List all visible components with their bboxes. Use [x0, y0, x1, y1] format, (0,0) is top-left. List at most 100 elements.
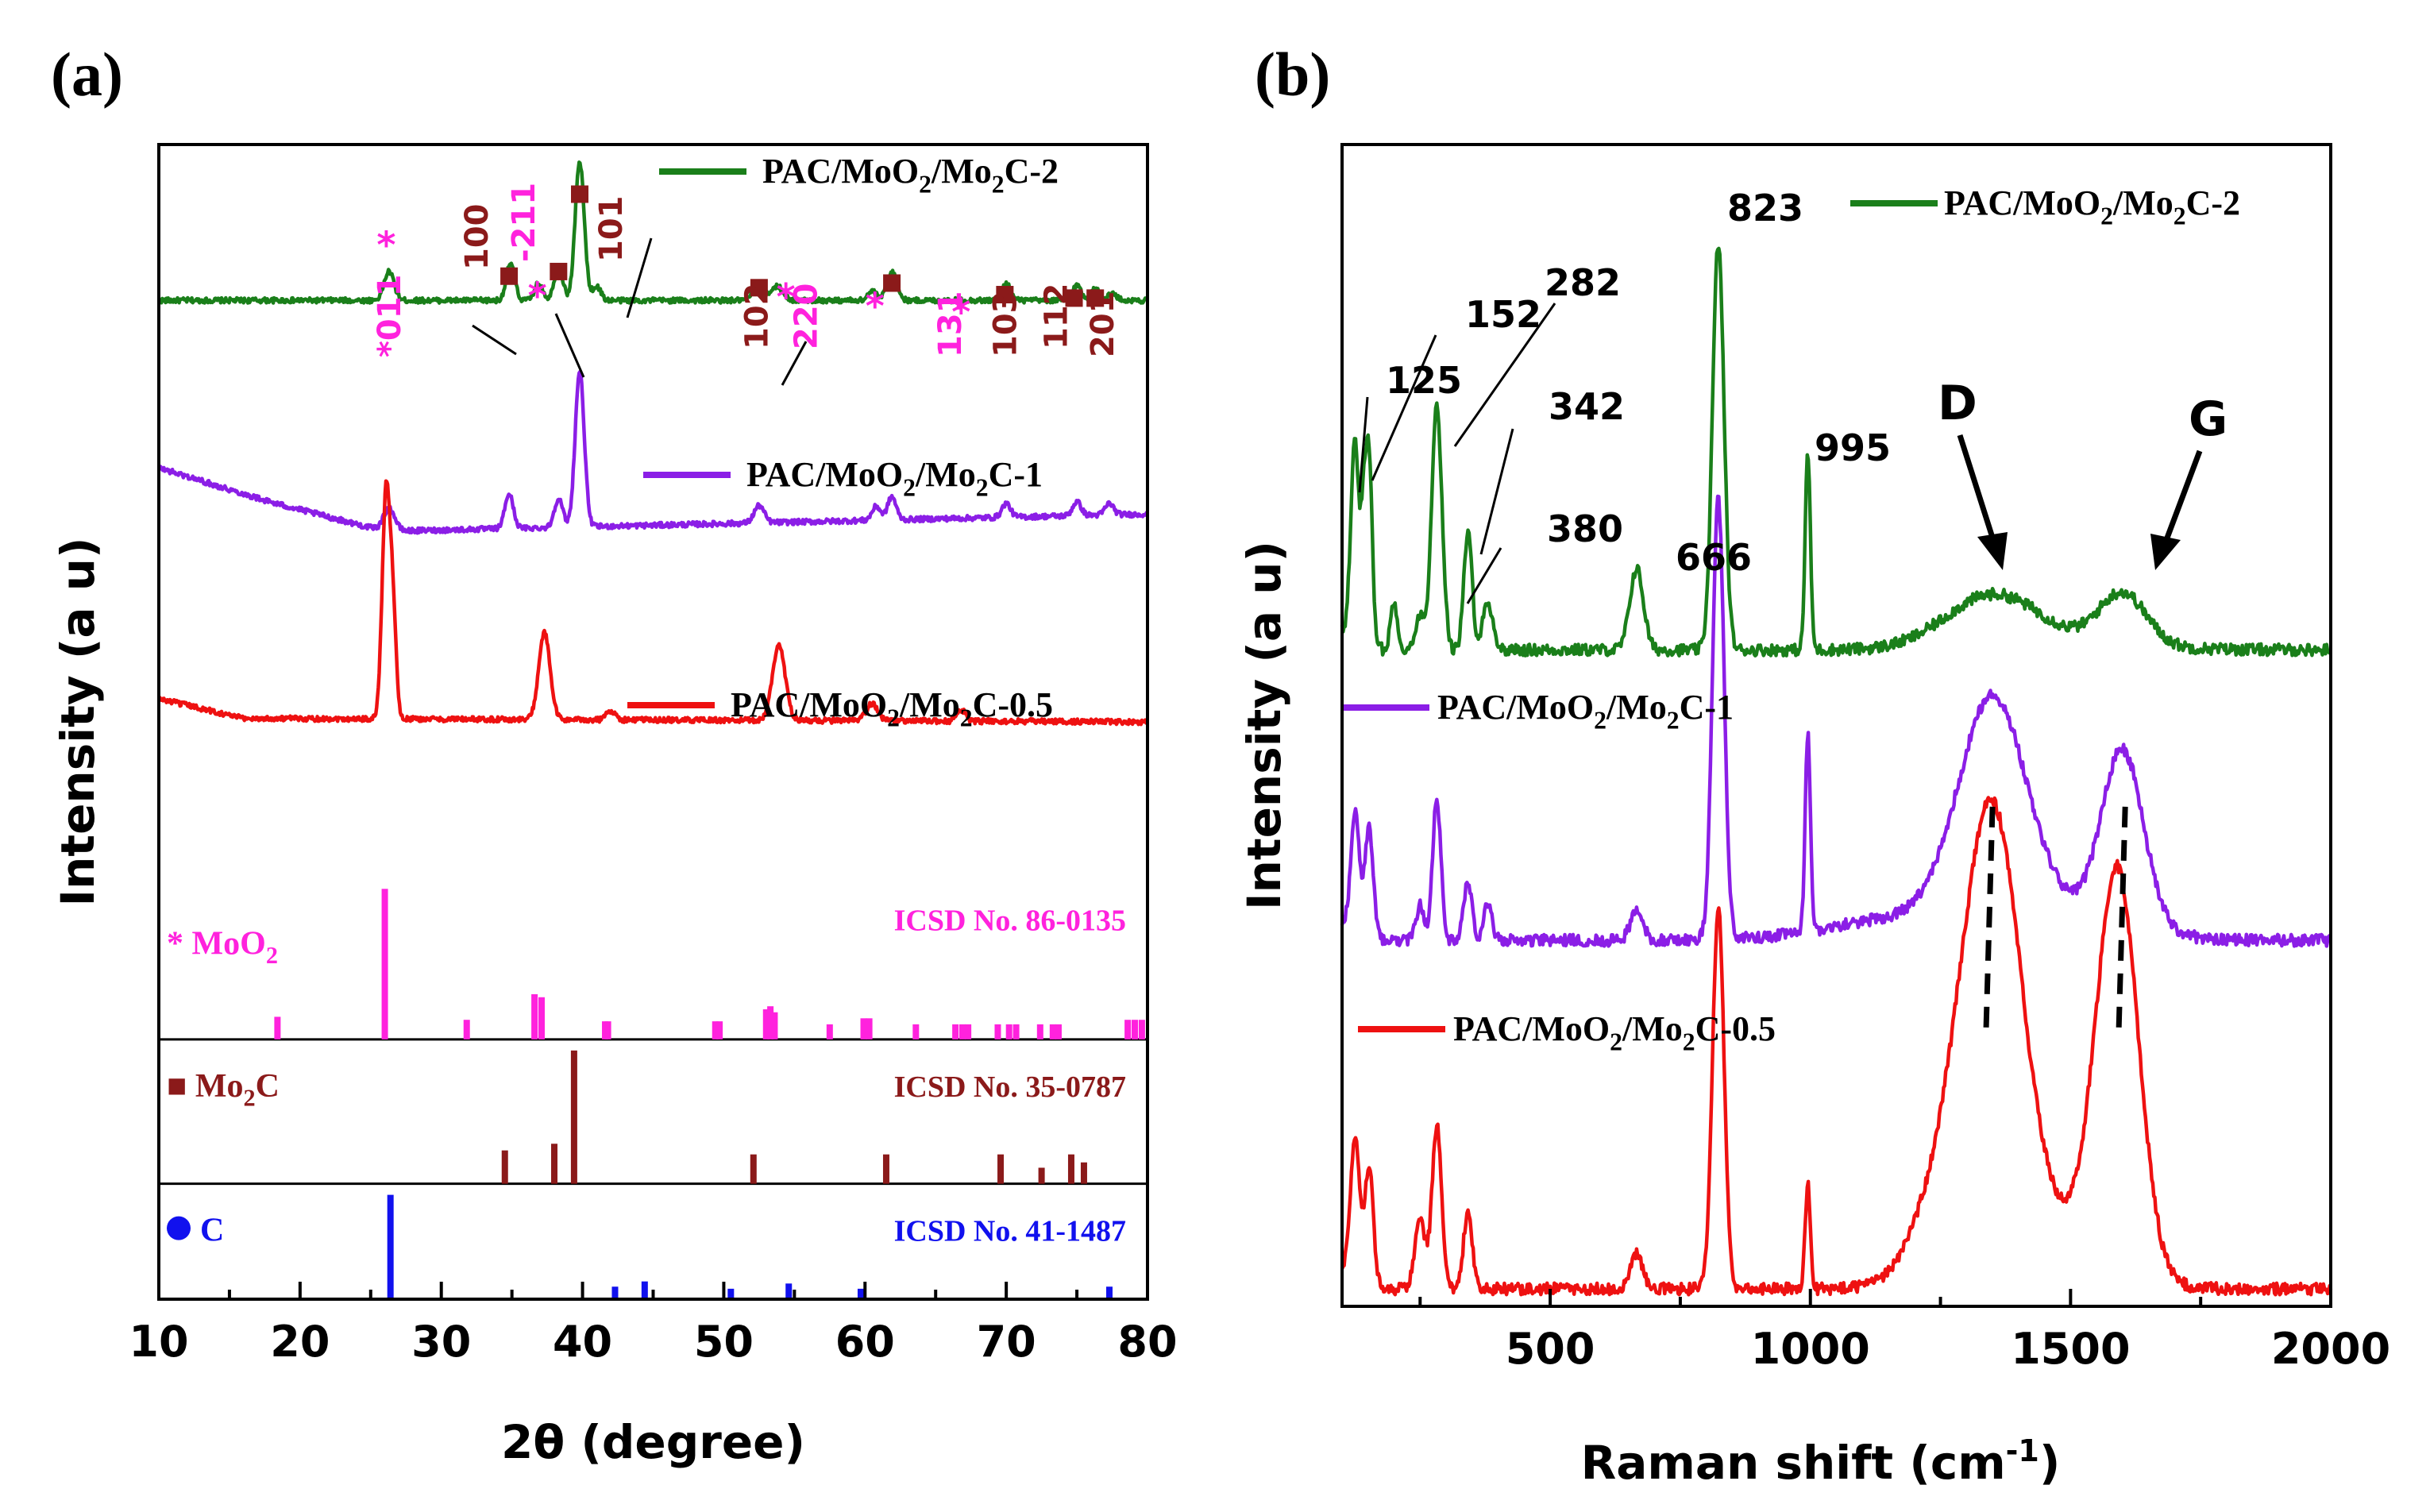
panel-a-reference-stick [611, 1286, 619, 1299]
panel-a-annotation-arrow [554, 313, 585, 378]
panel-a-hkl-label: 103 [987, 291, 1024, 358]
panel-a-label: (a) [51, 40, 123, 109]
panel-a-x-tick-label: 20 [270, 1317, 330, 1367]
panel-a-reference-stick [551, 1144, 557, 1184]
panel-a-reference-stick [857, 1288, 864, 1299]
panel-a-phase-marker [550, 262, 568, 280]
panel-a-x-axis-label: 2θ (degree) [501, 1415, 805, 1469]
panel-a-hkl-label: 100 [459, 204, 496, 271]
panel-b-band-label-g: G [2189, 392, 2228, 447]
panel-b-x-tick-label: 500 [1506, 1324, 1595, 1374]
panel-a-reference-card: ICSD No. 41-1487 [894, 1215, 1126, 1248]
panel-b-x-tick-label: 1500 [2011, 1324, 2130, 1374]
panel-a-reference-stick [570, 1050, 577, 1184]
panel-b-legend-label: PAC/MoO2/Mo2C-2 [1944, 183, 2240, 230]
panel-b-series-line [1340, 246, 2332, 658]
panel-a-series-line [157, 160, 1148, 305]
panel-a-reference-stick [750, 1154, 757, 1184]
panel-b-x-axis-label: Raman shift (cm-1) [1581, 1433, 2061, 1490]
panel-b-legend-label: PAC/MoO2/Mo2C-0.5 [1453, 1009, 1776, 1055]
panel-a-chart: * * * * * *011 100 -211 101 102 220 131 103 112 201 P… [51, 143, 1178, 1469]
panel-b-annotation-arrow [1371, 334, 1437, 481]
panel-b-peak-label: 666 [1676, 536, 1752, 579]
panel-a-series-line [157, 369, 1149, 535]
panel-a-reference-card: ICSD No. 35-0787 [894, 1070, 1126, 1104]
panel-b-peak-label: 380 [1547, 507, 1623, 550]
panel-b-legend-label: PAC/MoO2/Mo2C-1 [1437, 688, 1734, 734]
panel-a-reference-stick [826, 1024, 833, 1040]
panel-b-chart: PAC/MoO2/Mo2C-2 PAC/MoO2/Mo2C-1 PAC/MoO2/M… [1237, 143, 2390, 1490]
panel-a-reference-stick [1124, 1020, 1132, 1040]
panel-a-phase-marker: * [777, 276, 796, 318]
panel-b-annotation-arrow [1453, 303, 1556, 447]
panel-a-hkl-label: -211 [506, 183, 542, 262]
panel-a-reference-stick [952, 1024, 959, 1040]
panel-a-hkl-label: 220 [789, 284, 825, 350]
panel-a-annotation-arrow [472, 324, 517, 356]
panel-a-x-tick-label: 60 [835, 1317, 895, 1367]
panel-b-series-line [1340, 494, 2332, 948]
panel-a-phase-marker: * [951, 291, 970, 334]
panel-b-annotation-arrow [1479, 428, 1514, 555]
panel-a-reference-stick [641, 1281, 648, 1299]
panel-a-reference-stick [771, 1012, 778, 1040]
panel-a-reference-stick [959, 1024, 966, 1040]
panel-a-phase-marker: * [376, 223, 395, 266]
panel-b-peak-label: 152 [1465, 293, 1541, 336]
panel-a-reference-name: ■ Mo2C [167, 1068, 280, 1112]
panel-a-reference-stick [994, 1024, 1001, 1040]
panel-a-reference-stick [767, 1006, 774, 1040]
panel-b-peak-label: 342 [1549, 385, 1625, 428]
panel-a-x-tick-label: 30 [411, 1317, 471, 1367]
panel-b-annotation-arrow [1358, 396, 1369, 493]
panel-a-reference-stick [463, 1020, 470, 1040]
panel-a-reference-card: ICSD No. 86-0135 [894, 904, 1126, 937]
panel-a-phase-marker [750, 279, 768, 297]
panel-a-reference-stick [1105, 1286, 1113, 1299]
panel-b-x-tick-label: 1000 [1751, 1324, 1870, 1374]
panel-a-reference-stick [1036, 1024, 1043, 1040]
panel-a-legend-label: PAC/MoO2/Mo2C-1 [746, 455, 1043, 501]
panel-a-reference-stick [1049, 1024, 1056, 1040]
panel-a-reference-stick [997, 1154, 1005, 1184]
panel-a-phase-marker: * [866, 285, 885, 328]
panel-a-reference-stick [912, 1024, 920, 1040]
panel-a-reference-stick [716, 1021, 723, 1040]
panel-b-peak-label: 823 [1727, 187, 1803, 230]
panel-a-hkl-label: 131 [932, 291, 969, 358]
panel-a-x-tick-label: 70 [977, 1317, 1036, 1367]
panel-a-reference-name: C [200, 1213, 224, 1249]
panel-a-hkl-label: *011 [372, 275, 408, 357]
panel-a-phase-marker [996, 286, 1014, 304]
panel-a-phase-marker [883, 274, 901, 292]
panel-a-reference-stick [1131, 1020, 1138, 1040]
panel-b-peak-label: 125 [1386, 359, 1462, 402]
panel-a-reference-stick [727, 1288, 735, 1299]
panel-b-series-line [1340, 796, 2333, 1297]
panel-a-x-tick-label: 10 [129, 1317, 188, 1367]
panel-a-reference-stick [1012, 1024, 1020, 1040]
panel-a-reference-stick [1080, 1162, 1087, 1184]
panel-a-reference-stick [762, 1009, 770, 1040]
panel-a-reference-stick [1055, 1024, 1062, 1040]
panel-a-reference-stick [501, 1150, 508, 1184]
panel-a-reference-stick [1067, 1154, 1074, 1184]
panel-a-hkl-label: 201 [1085, 291, 1121, 358]
panel-a-x-tick-label: 80 [1117, 1317, 1177, 1367]
panel-b-band-label-d: D [1938, 376, 1977, 431]
panel-a-phase-marker [1065, 289, 1083, 307]
panel-a-reference-stick [785, 1283, 793, 1299]
panel-a-phase-marker [500, 267, 519, 285]
panel-a-series-line [157, 479, 1149, 727]
panel-a-reference-stick [1138, 1020, 1145, 1040]
panel-b-frame [1340, 143, 2332, 1308]
panel-b-label: (b) [1255, 40, 1330, 109]
panel-a-legend-label: PAC/MoO2/Mo2C-0.5 [731, 685, 1053, 731]
panel-b-x-axis-label-main: Raman shift (cm [1581, 1436, 2006, 1490]
panel-a-reference-symbol [167, 1216, 191, 1240]
panel-a-reference-stick [965, 1024, 972, 1040]
panel-a-reference-stick [531, 993, 538, 1040]
panel-a-legend-label: PAC/MoO2/Mo2C-2 [762, 152, 1059, 198]
panel-a-hkl-label: 101 [593, 196, 630, 263]
